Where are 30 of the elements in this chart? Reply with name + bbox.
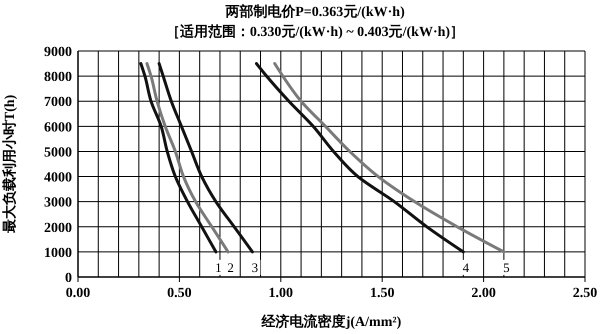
y-tick-label: 3000 [44, 196, 72, 211]
y-tick-label: 1000 [44, 246, 72, 261]
line-series [273, 62, 506, 254]
y-tick-label: 7000 [44, 95, 72, 110]
y-tick-label: 9000 [44, 45, 72, 60]
series-label: 3 [252, 260, 258, 275]
chart-subtitle: ［适用范围：0.330元/(kW·h) ~ 0.403元/(kW·h)］ [166, 23, 464, 40]
y-tick-label: 8000 [44, 70, 72, 86]
line-series [139, 62, 218, 254]
x-tick-label: 2.00 [471, 286, 496, 301]
x-tick-label: 1.00 [268, 286, 294, 301]
series-label: 2 [227, 260, 234, 275]
x-tick-label: 0.50 [167, 286, 192, 301]
line-series [158, 62, 254, 254]
y-axis-title: 最大负载利用小时T(h) [2, 94, 18, 234]
line-series [254, 62, 465, 254]
x-tick-label: 0.00 [66, 286, 90, 301]
series-label: 1 [215, 260, 222, 275]
chart-title: 两部制电价P=0.363元/(kW·h) [224, 3, 406, 20]
y-tick-label: 6000 [44, 120, 72, 136]
series-label: 4 [462, 260, 470, 275]
y-tick-label: 4000 [44, 170, 72, 186]
y-tick-label: 0 [65, 271, 72, 286]
line-series [145, 62, 230, 254]
x-tick-label: 2.50 [572, 286, 598, 301]
y-tick-label: 2000 [44, 220, 72, 236]
x-axis-title: 经济电流密度j(A/mm²) [260, 313, 402, 330]
y-tick-label: 5000 [44, 145, 72, 160]
x-tick-label: 1.50 [370, 286, 394, 301]
series-label: 5 [503, 260, 510, 275]
